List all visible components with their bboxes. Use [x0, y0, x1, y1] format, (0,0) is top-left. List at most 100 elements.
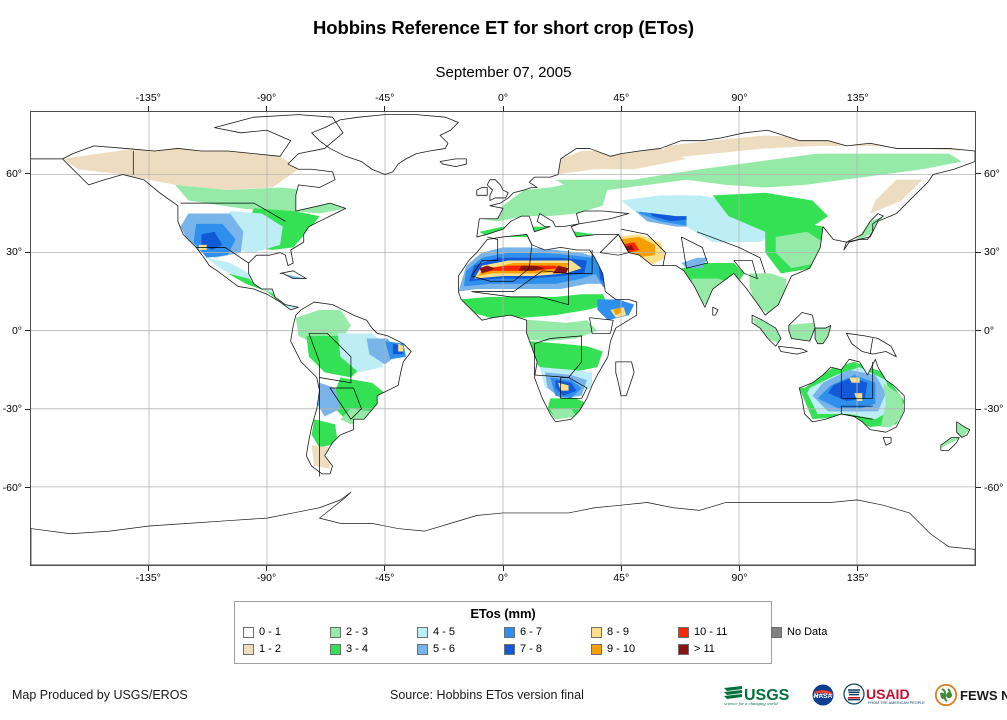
political-border	[471, 270, 569, 306]
lat-tick-label-right: 60°	[984, 167, 1000, 180]
lat-tick-label-left: 30°	[6, 246, 22, 259]
nasa-logo: NASA	[812, 684, 834, 706]
coastline-n-america	[62, 114, 347, 311]
legend-item[interactable]: 3 - 4	[330, 641, 422, 658]
legend-swatch-icon	[243, 627, 254, 638]
legend-item[interactable]: 2 - 3	[330, 624, 422, 641]
legend-item[interactable]: No Data	[771, 624, 863, 641]
political-border	[680, 236, 709, 269]
map-frame[interactable]	[30, 111, 976, 566]
lon-tick-label-top: -45°	[375, 92, 395, 104]
etos-class-2-3	[479, 179, 608, 222]
political-border	[534, 335, 582, 378]
legend-label: 2 - 3	[346, 626, 369, 638]
etos-class--11	[552, 265, 569, 274]
lat-tick-label-left: 0°	[11, 324, 22, 337]
legend-item[interactable]: 0 - 1	[243, 624, 335, 641]
lon-tick-mark	[384, 566, 386, 571]
coastline-tasmania	[882, 437, 892, 446]
coastline-uk	[486, 179, 509, 201]
legend-swatch-icon	[678, 627, 689, 638]
page-subtitle: September 07, 2005	[435, 64, 572, 81]
legend-swatch-icon	[417, 627, 428, 638]
legend-label: > 11	[694, 643, 715, 655]
etos-class-4-5	[206, 257, 299, 310]
legend-swatch-icon	[678, 644, 689, 655]
legend-swatch-icon	[243, 644, 254, 655]
lon-tick-mark	[147, 566, 149, 571]
legend-column: 8 - 9 9 - 10	[591, 624, 683, 658]
etos-class-8-9	[854, 393, 863, 402]
lat-tick-label-right: 30°	[984, 246, 1000, 259]
footer-produced-by: Map Produced by USGS/EROS	[12, 688, 188, 702]
svg-text:FROM THE AMERICAN PEOPLE: FROM THE AMERICAN PEOPLE	[868, 701, 925, 705]
lon-tick-mark	[857, 566, 859, 571]
fewsnet-logo: FEWS NET	[934, 683, 1007, 707]
lon-tick-label-top: 135°	[846, 92, 869, 104]
lon-tick-label-bottom: 45°	[613, 572, 630, 584]
etos-class--11	[479, 265, 496, 274]
coastline-nz-north	[956, 421, 971, 438]
etos-class-2-3	[880, 382, 905, 428]
etos-class--11	[518, 265, 545, 271]
etos-class-2-3	[550, 408, 577, 420]
legend-label: 10 - 11	[694, 626, 728, 638]
political-border	[869, 338, 874, 355]
legend-item[interactable]: 4 - 5	[417, 624, 509, 641]
lon-tick-mark	[384, 106, 386, 111]
coastline-borneo	[788, 312, 816, 342]
lon-tick-label-top: 45°	[613, 92, 630, 104]
legend-column: 2 - 3 3 - 4	[330, 624, 422, 658]
legend-item[interactable]: 6 - 7	[504, 624, 596, 641]
coastline-sulawesi	[814, 325, 832, 345]
lon-tick-mark	[620, 106, 622, 111]
legend-item[interactable]: > 11	[678, 641, 770, 658]
coastline-iceland	[439, 158, 467, 168]
lon-tick-label-bottom: -45°	[375, 572, 395, 584]
political-border	[471, 236, 499, 277]
svg-text:FEWS NET: FEWS NET	[960, 688, 1007, 703]
lon-tick-label-bottom: -135°	[135, 572, 161, 584]
lat-tick-mark	[976, 251, 981, 253]
coastline-s-america	[290, 301, 412, 475]
svg-text:USAID: USAID	[866, 686, 910, 702]
political-border	[329, 387, 362, 420]
svg-text:USGS: USGS	[744, 687, 790, 704]
lat-tick-mark	[976, 330, 981, 332]
political-border	[840, 405, 873, 420]
legend-label: 0 - 1	[259, 626, 282, 638]
lat-tick-label-right: -60°	[984, 481, 1004, 494]
legend-label: 3 - 4	[346, 643, 369, 655]
svg-text:NASA: NASA	[814, 693, 833, 700]
legend-item[interactable]: 1 - 2	[243, 641, 335, 658]
lat-tick-label-right: 0°	[984, 324, 995, 337]
legend-item[interactable]: 9 - 10	[591, 641, 683, 658]
etos-class-5-6	[681, 257, 708, 269]
etos-class-9-10	[613, 307, 622, 316]
legend-swatch-icon	[330, 627, 341, 638]
legend-swatch-icon	[504, 644, 515, 655]
usgs-logo: USGS science for a changing world	[724, 686, 790, 706]
legend-item[interactable]: 10 - 11	[678, 624, 770, 641]
lat-tick-mark	[976, 487, 981, 489]
legend-item[interactable]: 7 - 8	[504, 641, 596, 658]
lon-tick-label-top: 90°	[731, 92, 748, 104]
lon-tick-mark	[266, 106, 267, 111]
political-border	[696, 231, 766, 274]
legend-box: ETos (mm) 0 - 1 1 - 2 2 - 3 3 - 4 4 - 5 5 - 6…	[234, 601, 827, 664]
etos-class-3-4	[227, 273, 283, 305]
legend-item[interactable]: 8 - 9	[591, 624, 683, 641]
coastline-sri-lanka	[712, 306, 719, 316]
legend-swatch-icon	[591, 644, 602, 655]
lon-tick-label-top: -90°	[256, 92, 277, 104]
lat-tick-label-right: -30°	[984, 403, 1004, 416]
lat-tick-label-left: -30°	[2, 403, 22, 416]
lat-tick-mark	[976, 408, 981, 410]
political-border	[589, 317, 614, 334]
page-title: Hobbins Reference ET for short crop (ETo…	[313, 17, 694, 38]
usaid-logo: USAID FROM THE AMERICAN PEOPLE	[843, 683, 925, 705]
legend-swatch-icon	[591, 627, 602, 638]
legend-item[interactable]: 5 - 6	[417, 641, 509, 658]
political-border	[196, 247, 249, 264]
legend-swatch-icon	[504, 627, 515, 638]
